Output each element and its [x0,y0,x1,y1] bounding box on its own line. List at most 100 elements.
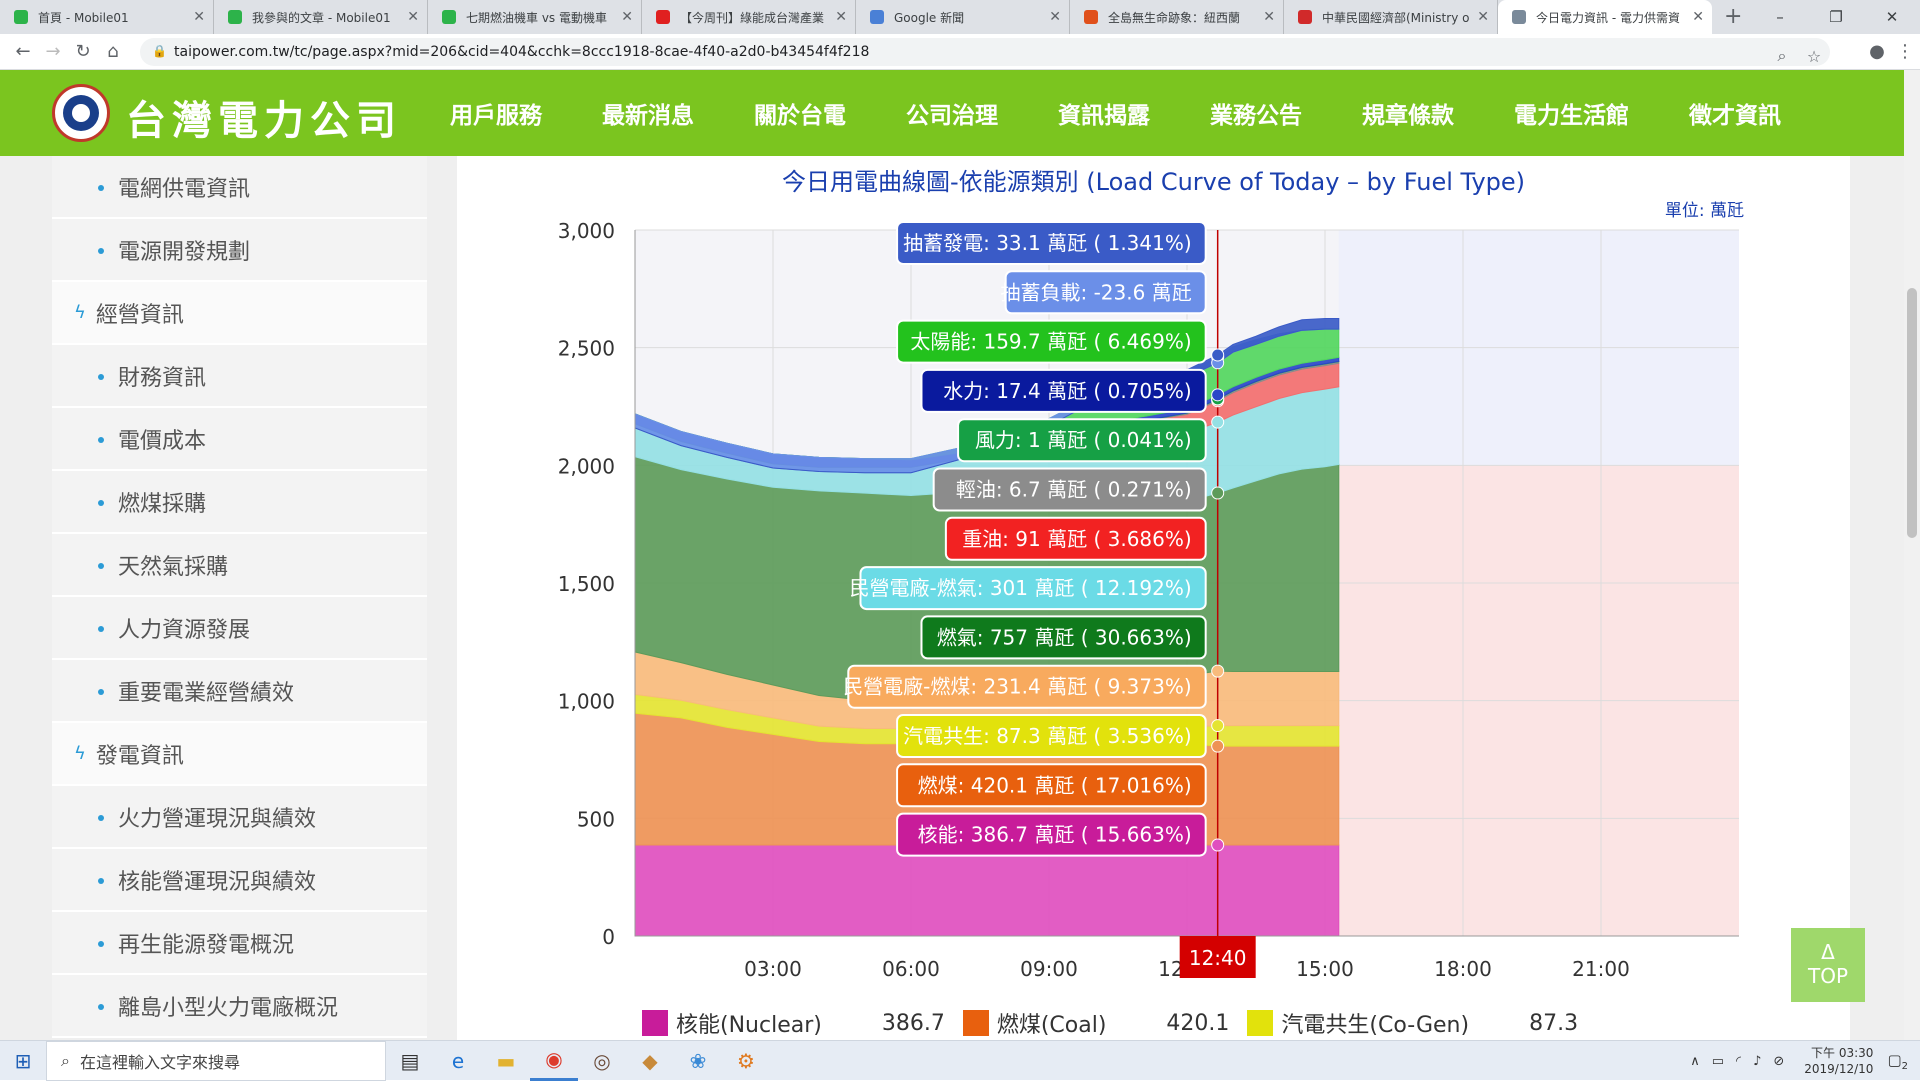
legend-item[interactable]: 燃煤(Coal) 420.1 [962,1007,1229,1039]
nav-item[interactable]: 用戶服務 [450,103,542,129]
close-icon[interactable]: ✕ [1885,8,1899,26]
nav-item[interactable]: 公司治理 [906,103,998,129]
tooltip-box [896,812,1207,857]
sidebar-section-header[interactable]: ϟ 發電資訊 [52,723,427,786]
edge-icon[interactable]: e [451,1048,465,1073]
profile-icon[interactable]: ● [1869,41,1885,62]
menu-icon[interactable]: ⋮ [1896,41,1914,62]
sidebar-link[interactable]: 電網供電資訊 [52,156,427,219]
legend-item[interactable]: 核能(Nuclear) 386.7 [642,1007,945,1039]
sidebar-link[interactable]: 電價成本 [52,408,427,471]
tab-title: 首頁 - Mobile01 [38,10,129,25]
file-explorer-icon[interactable]: ▬ [496,1048,516,1073]
app-icon-4[interactable]: ⚙ [737,1048,755,1073]
legend-name: 核能(Nuclear) [676,1013,822,1038]
tab-close-icon[interactable]: ✕ [407,9,419,25]
nav-item[interactable]: 規章條款 [1362,103,1454,129]
app-icon-3[interactable]: ❀ [689,1048,707,1073]
browser-tab[interactable]: Google 新聞 ✕ [856,0,1070,34]
browser-tab[interactable]: 【今周刊】綠能成台灣產業 ✕ [642,0,856,34]
taskbar-search-box[interactable]: ⌕ 在這裡輸入文字來搜尋 [46,1040,386,1081]
sidebar-link[interactable]: 天然氣採購 [52,534,427,597]
nav-item[interactable]: 業務公告 [1210,103,1302,129]
battery-icon[interactable]: ▭ [1711,1053,1725,1069]
browser-tab[interactable]: 我參與的文章 - Mobile01 ✕ [214,0,428,34]
brand-name[interactable]: 台灣電力公司 [126,97,402,144]
tab-close-icon[interactable]: ✕ [1477,9,1489,25]
reload-icon[interactable]: ↻ [75,41,91,62]
browser-tab[interactable]: 七期燃油機車 vs 電動機車 ✕ [428,0,642,34]
y-tick-label: 2,000 [558,454,615,478]
restore-icon[interactable]: ❐ [1829,8,1843,26]
forward-icon[interactable]: → [45,41,61,62]
legend-swatch [962,1010,989,1036]
sidebar-link[interactable]: 燃煤採購 [52,471,427,534]
sidebar-link[interactable]: 財務資訊 [52,345,427,408]
browser-tab[interactable]: 全島無生命跡象：紐西蘭 ✕ [1070,0,1284,34]
tab-close-icon[interactable]: ✕ [1263,9,1275,25]
network-icon[interactable]: ◜ [1736,1053,1742,1069]
load-curve-chart[interactable]: 0 500 1,000 1,500 2,000 2,500 3,000 03:00 06:00 0… [457,156,1850,1040]
bullet-icon [98,437,104,443]
x-tick-label: 18:00 [1434,957,1492,981]
tab-close-icon[interactable]: ✕ [193,9,205,25]
area-series[interactable] [634,318,1340,474]
sidebar-link[interactable]: 電源開發規劃 [52,219,427,282]
sidebar-section-header[interactable]: ϟ 經營資訊 [52,282,427,345]
chrome-icon[interactable]: ◉ [530,1041,578,1081]
sidebar-link[interactable]: 再生能源發電概況 [52,912,427,975]
sidebar-link[interactable]: 重要電業經營績效 [52,660,427,723]
zoom-icon[interactable]: ⌕ [1777,46,1787,65]
cursor-point [1211,388,1225,402]
minimize-icon[interactable]: – [1776,8,1784,26]
back-to-top-button[interactable]: Δ TOP [1791,928,1865,1002]
notification-icon[interactable]: ▢2 [1887,1050,1908,1072]
tab-close-icon[interactable]: ✕ [1049,9,1061,25]
area-series[interactable] [634,844,1340,937]
sidebar-link-label: 電網供電資訊 [118,176,251,202]
back-icon[interactable]: ← [15,41,31,62]
volume-icon[interactable]: ♪ [1753,1053,1762,1069]
home-icon[interactable]: ⌂ [107,41,119,62]
legend-value: 87.3 [1529,1010,1579,1036]
sidebar-link[interactable]: 人力資源發展 [52,597,427,660]
sidebar-link[interactable]: 火力營運現況與績效 [52,786,427,849]
tab-close-icon[interactable]: ✕ [621,9,633,25]
chart-legend: 核能(Nuclear) 386.7 燃煤(Coal) 420.1 汽電共生(Co-Gen… [642,1008,1596,1038]
main-nav: 用戶服務 最新消息 關於台電 公司治理 資訊揭露 業務公告 規章條款 電力生活館 徵才資訊 [420,70,1811,170]
browser-tab[interactable]: 今日電力資訊 - 電力供需資 ✕ [1498,0,1712,34]
taipower-logo-icon[interactable] [52,84,110,142]
page-scrollbar[interactable] [1904,70,1920,1040]
taskbar-clock[interactable]: 下午 03:30 2019/12/10 [1804,1045,1873,1077]
app-icon-1[interactable]: ◎ [593,1048,611,1073]
bookmark-star-icon[interactable]: ☆ [1806,46,1822,66]
browser-tab[interactable]: 首頁 - Mobile01 ✕ [0,0,214,34]
task-view-icon[interactable]: ▤ [400,1048,420,1073]
tooltip-text: 重油: 91 萬瓩 ( 3.686%) [962,527,1191,551]
app-icon-2[interactable]: ◆ [642,1048,658,1073]
nav-item[interactable]: 資訊揭露 [1028,70,1180,170]
sidebar-link[interactable]: 離島小型火力電廠概況 [52,975,427,1038]
windows-start-icon[interactable]: ⊞ [14,1048,32,1073]
scrollbar-thumb[interactable] [1907,288,1917,538]
input-status-icon[interactable]: ⊘ [1773,1053,1785,1069]
nav-item[interactable]: 電力生活館 [1514,103,1629,129]
nav-item[interactable]: 徵才資訊 [1689,103,1781,129]
legend-name: 汽電共生(Co-Gen) [1281,1013,1470,1038]
y-tick-label: 3,000 [558,219,615,243]
nav-item[interactable]: 關於台電 [754,103,846,129]
browser-tab[interactable]: 中華民國經濟部(Ministry o ✕ [1284,0,1498,34]
y-tick-label: 1,500 [558,572,615,596]
sidebar-link-label: 再生能源發電概況 [118,932,295,958]
tray-chevron-icon[interactable]: ∧ [1690,1053,1700,1069]
nav-item[interactable]: 最新消息 [602,103,694,129]
legend-item[interactable]: 汽電共生(Co-Gen) 87.3 [1247,1007,1578,1039]
tab-close-icon[interactable]: ✕ [835,9,847,25]
tooltip-text: 汽電共生: 87.3 萬瓩 ( 3.536%) [903,724,1192,748]
new-tab-button[interactable]: + [1724,4,1743,29]
tab-close-icon[interactable]: ✕ [1692,9,1704,25]
cursor-point [1211,719,1225,733]
address-bar[interactable]: 🔒 taipower.com.tw/tc/page.aspx?mid=206&c… [140,38,1830,66]
tooltip-box [859,566,1207,611]
sidebar-link[interactable]: 核能營運現況與績效 [52,849,427,912]
